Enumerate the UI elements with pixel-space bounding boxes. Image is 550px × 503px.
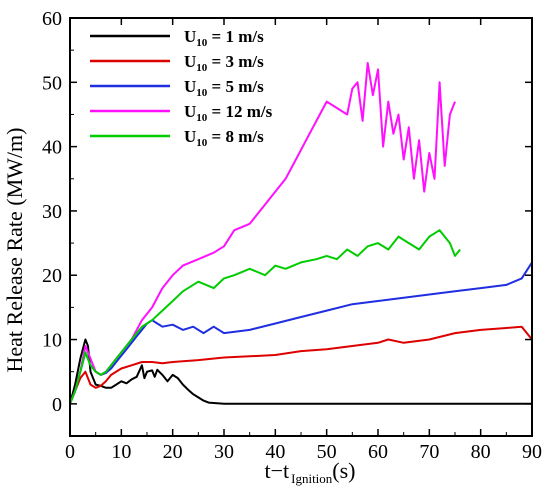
x-axis-title: t−t Ignition(s) bbox=[264, 458, 355, 486]
y-tick-label: 60 bbox=[42, 8, 62, 30]
legend-entry: U10 = 5 m/s bbox=[184, 77, 264, 99]
y-tick-label: 20 bbox=[42, 265, 62, 287]
y-tick-label: 50 bbox=[42, 72, 62, 94]
legend: U10 = 1 m/s U10 = 3 m/s U10 = 5 m/s U10 = 1… bbox=[90, 27, 273, 149]
legend-entry: U10 = 1 m/s bbox=[184, 27, 264, 49]
x-axis-title-main: t−t bbox=[264, 458, 289, 483]
x-tick-label: 90 bbox=[522, 441, 542, 463]
series-layer bbox=[69, 62, 533, 405]
legend-entry: U10 = 3 m/s bbox=[184, 52, 264, 74]
legend-entry: U10 = 8 m/s bbox=[184, 127, 264, 149]
series-line-1 bbox=[69, 338, 532, 405]
x-axis-title-sub: Ignition bbox=[291, 471, 333, 486]
x-tick-label: 80 bbox=[471, 441, 491, 463]
x-tick-label: 60 bbox=[368, 441, 388, 463]
y-tick-label: 0 bbox=[52, 394, 62, 416]
x-tick-label: 40 bbox=[265, 441, 285, 463]
y-tick-label: 40 bbox=[42, 137, 62, 159]
x-tick-label: 0 bbox=[65, 441, 75, 463]
x-tick-label: 70 bbox=[419, 441, 439, 463]
x-tick-label: 50 bbox=[317, 441, 337, 463]
y-axis-title: Heat Release Rate (MW/m) bbox=[2, 128, 27, 373]
y-tick-label: 10 bbox=[42, 330, 62, 352]
x-tick-label: 20 bbox=[163, 441, 183, 463]
y-tick-label: 30 bbox=[42, 201, 62, 223]
x-tick-label: 10 bbox=[111, 441, 131, 463]
x-tick-label: 30 bbox=[214, 441, 234, 463]
legend-entry: U10 = 12 m/s bbox=[184, 102, 273, 124]
x-axis-title-unit: (s) bbox=[332, 458, 355, 483]
series-line-5 bbox=[69, 229, 461, 405]
series-line-2 bbox=[69, 325, 533, 405]
ticks-layer: 0 10 20 30 40 50 60 70 80 90 0 10 20 30 40 50 60 bbox=[42, 8, 542, 463]
plot-frame bbox=[69, 17, 533, 437]
